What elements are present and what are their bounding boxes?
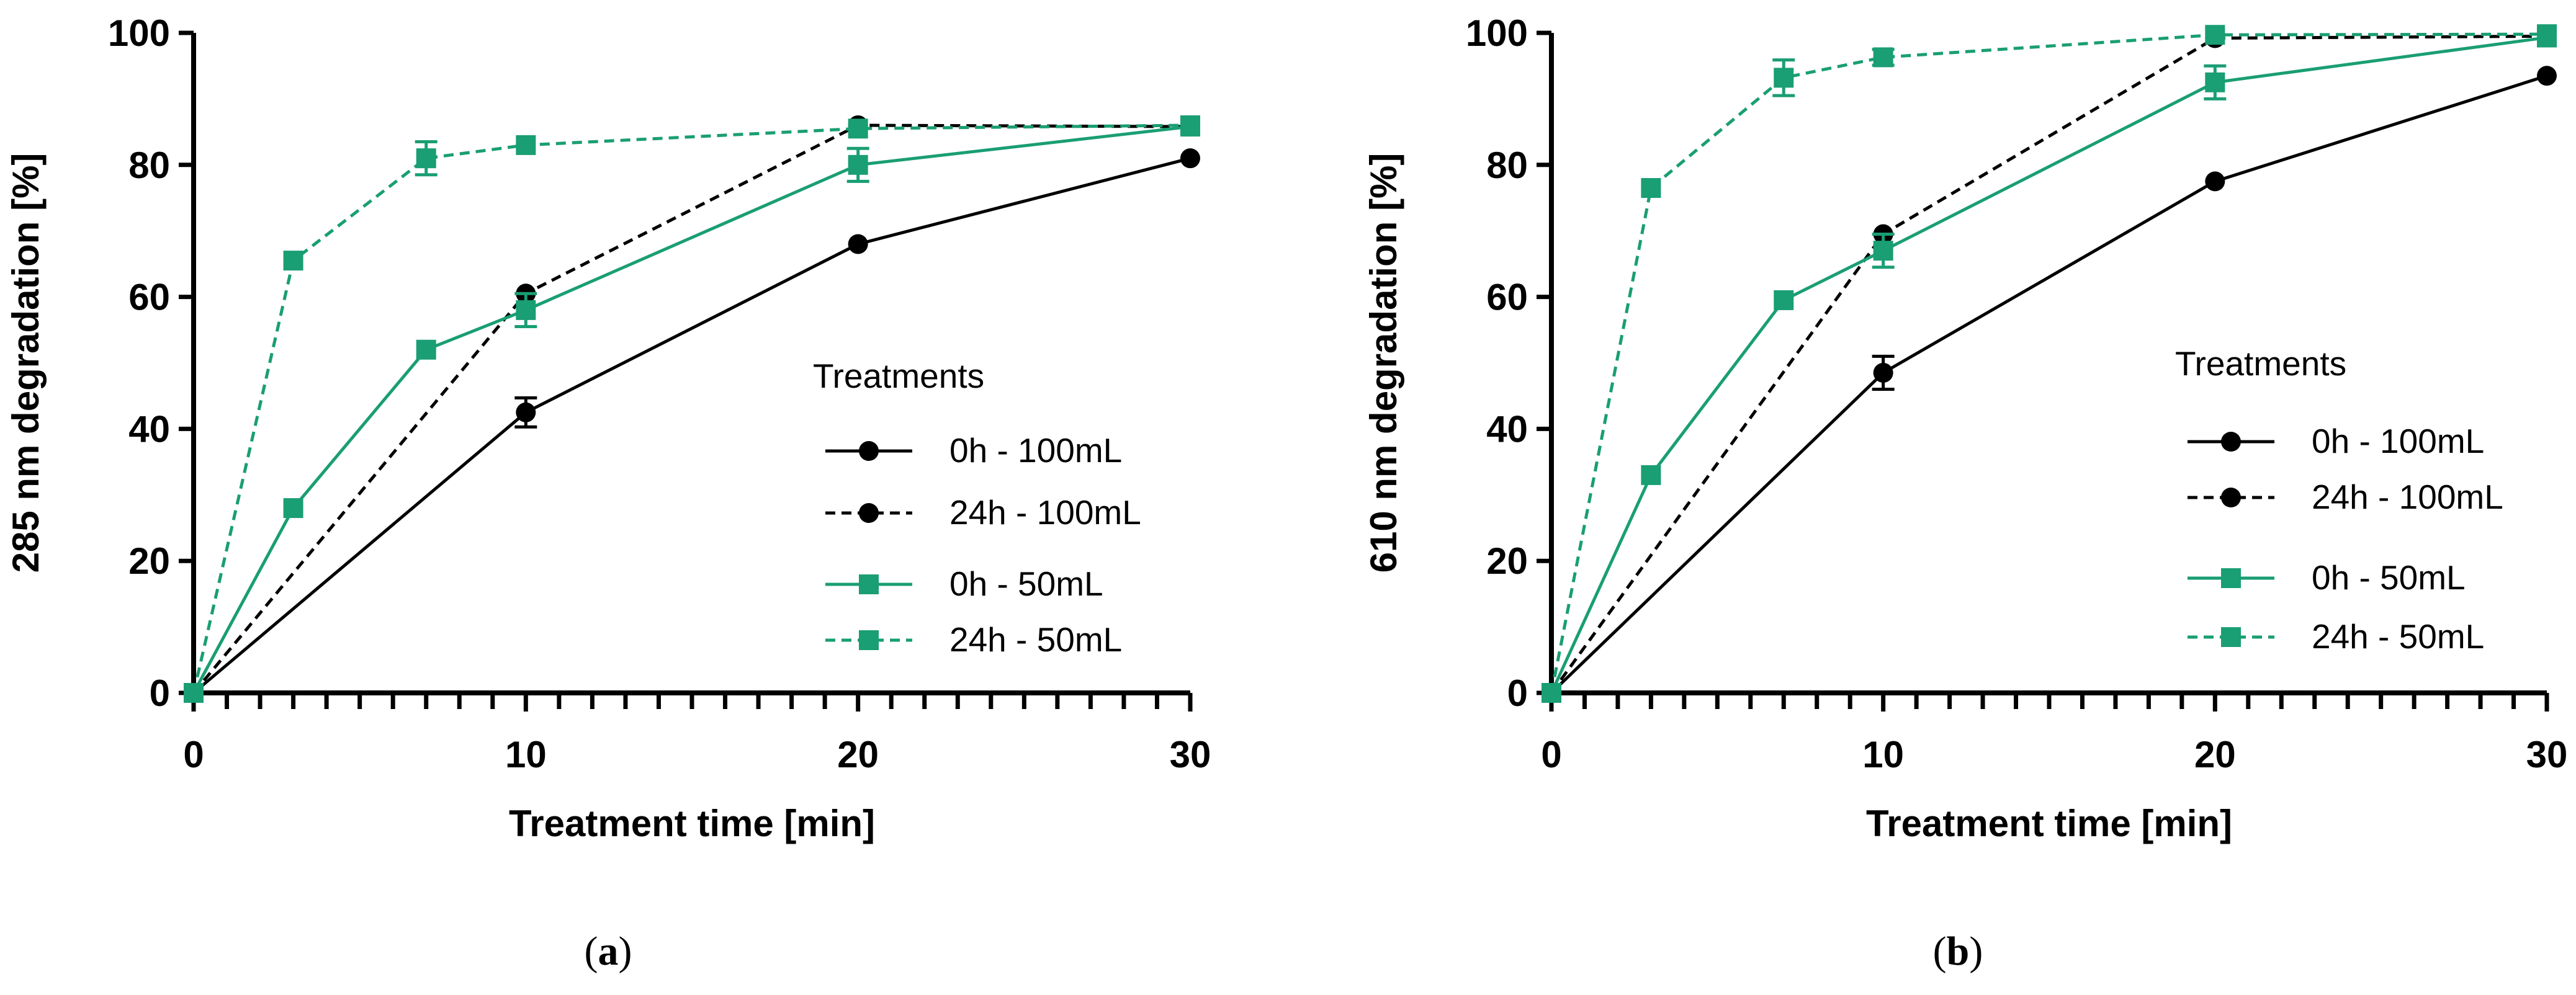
data-point bbox=[2537, 66, 2557, 86]
data-point bbox=[1641, 465, 1661, 485]
series-0h-50ml bbox=[184, 117, 1200, 703]
x-tick-label: 30 bbox=[1170, 734, 1211, 775]
data-point bbox=[1873, 362, 1893, 383]
data-point bbox=[283, 498, 303, 519]
y-tick-label: 0 bbox=[150, 672, 170, 714]
legend-label: 24h - 50mL bbox=[949, 620, 1122, 659]
series-0h-100ml bbox=[184, 148, 1200, 703]
y-tick-label: 20 bbox=[1486, 540, 1528, 582]
legend-item: 0h - 100mL bbox=[825, 431, 1122, 470]
legend-label: 0h - 50mL bbox=[949, 564, 1103, 603]
series-0h-100ml bbox=[1542, 66, 2557, 703]
data-point bbox=[1774, 290, 1794, 310]
data-point bbox=[2205, 25, 2225, 45]
legend-item: 0h - 100mL bbox=[2188, 422, 2484, 460]
x-tick-label: 0 bbox=[1541, 734, 1561, 775]
series-0h-50ml bbox=[1542, 27, 2557, 703]
series-24h-100ml bbox=[184, 115, 1200, 703]
legend-label: 24h - 100mL bbox=[949, 493, 1141, 532]
legend: Treatments 0h - 100mL 24h - 100mL 0h - 50mL… bbox=[2175, 344, 2503, 656]
data-point bbox=[516, 135, 536, 155]
legend-item: 0h - 50mL bbox=[2188, 558, 2466, 597]
legend-item: 24h - 50mL bbox=[825, 620, 1122, 659]
panel-label: (a) bbox=[585, 929, 632, 974]
y-tick-label: 60 bbox=[128, 277, 170, 318]
data-point bbox=[516, 300, 536, 320]
legend-label: 0h - 100mL bbox=[2312, 422, 2484, 460]
x-axis-title: Treatment time [min] bbox=[509, 803, 875, 844]
y-tick-label: 100 bbox=[1466, 12, 1528, 54]
data-point bbox=[2537, 24, 2557, 45]
panel-b: 0 20 40 60 80 100 0 10 20 30 Treatment time [min] 6… bbox=[1363, 12, 2567, 974]
data-point bbox=[1542, 683, 1561, 703]
data-point bbox=[416, 339, 436, 360]
y-axis-title: 610 nm degradation [%] bbox=[1363, 153, 1404, 573]
x-tick-label: 20 bbox=[2194, 734, 2236, 775]
x-tick-label: 10 bbox=[1862, 734, 1904, 775]
legend-marker bbox=[2221, 568, 2241, 588]
series-24h-100ml bbox=[1542, 26, 2557, 703]
legend-marker bbox=[859, 441, 879, 461]
y-tick-label: 40 bbox=[1486, 408, 1528, 450]
x-tick-label: 0 bbox=[183, 734, 204, 775]
legend-marker bbox=[859, 574, 879, 594]
legend-item: 24h - 100mL bbox=[825, 493, 1141, 532]
legend-label: 24h - 50mL bbox=[2312, 617, 2484, 656]
legend: Treatments 0h - 100mL 24h - 100mL 0h - 50mL… bbox=[813, 357, 1141, 659]
legend-label: 0h - 50mL bbox=[2312, 558, 2466, 597]
data-point bbox=[848, 234, 868, 254]
panel-label: (b) bbox=[1933, 929, 1983, 974]
y-tick-label: 80 bbox=[128, 145, 170, 186]
series-line bbox=[1550, 74, 2547, 694]
data-point bbox=[848, 118, 868, 139]
data-point bbox=[416, 148, 436, 169]
y-tick-label: 0 bbox=[1507, 672, 1528, 714]
legend-title: Treatments bbox=[813, 357, 984, 395]
y-tick-label: 80 bbox=[1486, 145, 1528, 186]
y-tick-label: 40 bbox=[128, 408, 170, 450]
series-line bbox=[192, 123, 1191, 694]
y-tick-label: 60 bbox=[1486, 277, 1528, 318]
legend-marker bbox=[2221, 627, 2241, 647]
data-point bbox=[1774, 68, 1794, 88]
data-point bbox=[1180, 148, 1200, 169]
legend-item: 24h - 50mL bbox=[2188, 617, 2484, 656]
legend-label: 24h - 100mL bbox=[2312, 478, 2503, 516]
series-line bbox=[192, 123, 1191, 694]
x-tick-label: 10 bbox=[505, 734, 547, 775]
legend-marker bbox=[859, 503, 879, 523]
panel-a: 0 20 40 60 80 100 0 10 20 30 Treatment time [min] 2… bbox=[5, 12, 1211, 974]
data-point bbox=[1180, 115, 1200, 135]
data-point bbox=[2205, 171, 2225, 192]
x-tick-label: 30 bbox=[2526, 734, 2568, 775]
x-tick-label: 20 bbox=[837, 734, 879, 775]
series-24h-50ml bbox=[1542, 24, 2557, 703]
y-tick-label: 100 bbox=[108, 12, 170, 54]
legend-item: 24h - 100mL bbox=[2188, 478, 2503, 516]
legend-label: 0h - 100mL bbox=[949, 431, 1122, 470]
legend-marker bbox=[2221, 488, 2241, 507]
legend-marker bbox=[859, 630, 879, 650]
data-point bbox=[1641, 178, 1661, 199]
data-point bbox=[184, 683, 204, 703]
data-point bbox=[516, 402, 536, 422]
legend-item: 0h - 50mL bbox=[825, 564, 1103, 603]
data-point bbox=[2205, 72, 2225, 92]
legend-title: Treatments bbox=[2175, 344, 2346, 383]
legend-marker bbox=[2221, 432, 2241, 452]
data-point bbox=[283, 251, 303, 271]
series-line bbox=[1550, 34, 2547, 694]
series-line bbox=[1550, 35, 2547, 694]
series-line bbox=[192, 156, 1191, 694]
y-tick-label: 20 bbox=[128, 540, 170, 582]
series-line bbox=[192, 125, 1191, 694]
x-axis-title: Treatment time [min] bbox=[1866, 803, 2232, 844]
y-axis-title: 285 nm degradation [%] bbox=[5, 153, 47, 573]
data-point bbox=[1873, 241, 1893, 261]
series-line bbox=[1550, 32, 2547, 694]
data-point bbox=[848, 154, 868, 175]
data-point bbox=[1873, 47, 1893, 68]
series-24h-50ml bbox=[184, 115, 1200, 703]
